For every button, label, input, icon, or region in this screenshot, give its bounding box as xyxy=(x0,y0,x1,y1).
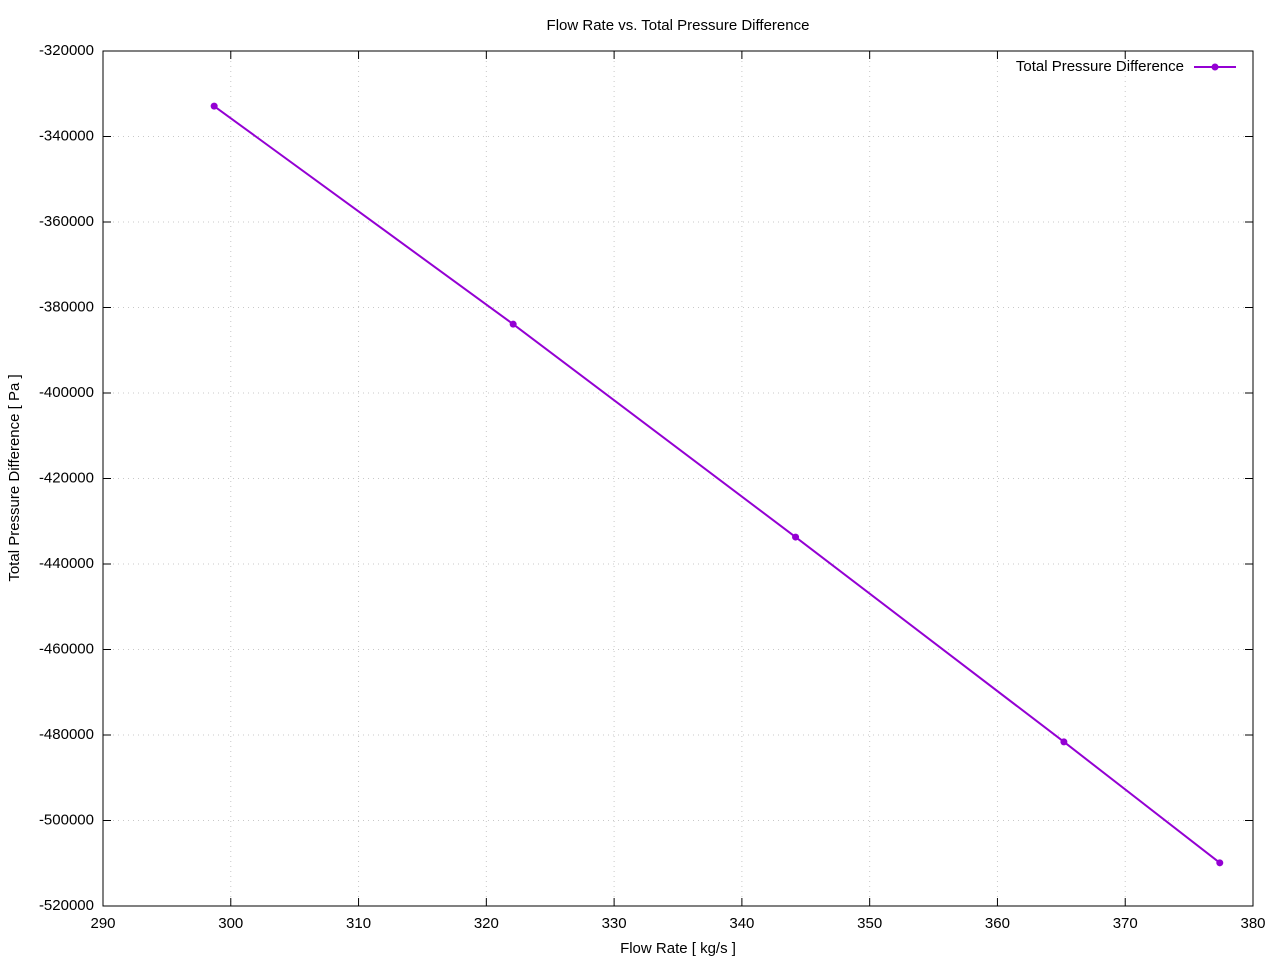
y-tick-label: -520000 xyxy=(39,897,94,914)
x-tick-label: 310 xyxy=(346,915,371,932)
data-point xyxy=(1060,738,1068,746)
legend-marker xyxy=(1211,63,1219,71)
y-tick-label: -360000 xyxy=(39,213,94,230)
legend-label: Total Pressure Difference xyxy=(1016,58,1184,75)
data-point xyxy=(210,102,218,110)
y-tick-label: -440000 xyxy=(39,555,94,572)
x-tick-label: 300 xyxy=(218,915,243,932)
data-point xyxy=(1216,859,1224,867)
x-tick-label: 290 xyxy=(90,915,115,932)
x-tick-label: 350 xyxy=(857,915,882,932)
x-tick-label: 340 xyxy=(729,915,754,932)
data-point xyxy=(792,533,800,541)
plot-frame xyxy=(102,50,1254,907)
data-point xyxy=(509,320,517,328)
chart-title: Flow Rate vs. Total Pressure Difference xyxy=(547,17,810,34)
x-tick-label: 330 xyxy=(602,915,627,932)
x-tick-label: 360 xyxy=(985,915,1010,932)
y-axis-label: Total Pressure Difference [ Pa ] xyxy=(6,374,23,581)
x-axis-label: Flow Rate [ kg/s ] xyxy=(620,940,736,957)
y-tick-label: -340000 xyxy=(39,127,94,144)
y-tick-label: -420000 xyxy=(39,469,94,486)
y-tick-label: -460000 xyxy=(39,640,94,657)
x-tick-label: 370 xyxy=(1113,915,1138,932)
y-tick-label: -480000 xyxy=(39,726,94,743)
y-tick-label: -400000 xyxy=(39,384,94,401)
y-tick-label: -380000 xyxy=(39,298,94,315)
y-tick-label: -500000 xyxy=(39,811,94,828)
y-tick-label: -320000 xyxy=(39,42,94,59)
x-tick-label: 320 xyxy=(474,915,499,932)
x-tick-label: 380 xyxy=(1240,915,1265,932)
